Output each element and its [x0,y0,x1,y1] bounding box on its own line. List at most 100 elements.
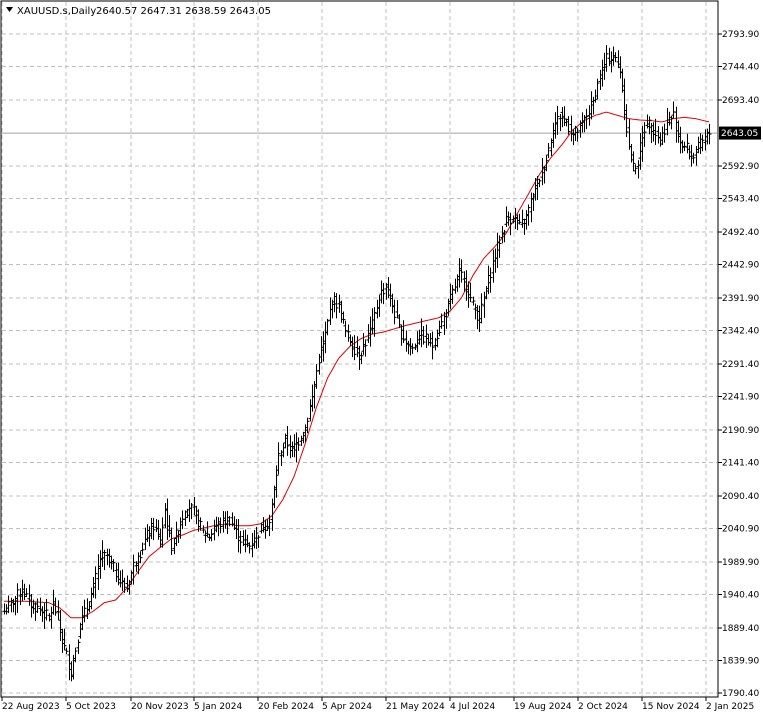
y-tick-label: 2190.90 [722,426,759,436]
ohlc-bar [44,599,49,621]
ohlc-bar [604,45,609,72]
ohlc-bar [247,542,252,554]
ohlc-bar [437,320,442,337]
ohlc-bar [575,128,580,142]
x-tick-label: 4 Jul 2024 [450,702,495,712]
ohlc-bar [93,566,98,599]
ohlc-bar [174,521,179,547]
y-tick-label: 2492.40 [722,228,759,238]
ohlc-bar [198,517,203,531]
ohlc-bar [421,326,426,345]
ohlc-bar [276,442,281,475]
ohlc-bar [76,639,81,655]
ohlc-bar [435,329,440,348]
ohlc-bar [424,324,429,348]
ohlc-bar [613,52,618,63]
ohlc-bar [468,282,473,303]
ohlc-bar [471,296,476,306]
ohlc-bar [359,352,364,364]
ohlc-bar [537,178,542,188]
ohlc-bar [346,324,351,342]
ohlc-bar [502,229,507,243]
ohlc-bar [122,577,127,593]
ohlc-bar [633,164,638,175]
x-tick-label: 19 Aug 2024 [514,702,572,712]
ohlc-bar [401,320,406,343]
ohlc-bar [256,535,261,548]
ohlc-bar [372,307,377,337]
y-tick-label: 2291.40 [722,360,759,370]
y-tick-label: 2141.40 [722,458,759,468]
ohlc-bar [682,141,687,152]
triangle-down-icon[interactable] [6,7,13,12]
ohlc-bar [430,331,435,360]
y-tick-label: 2592.90 [722,162,759,172]
ohlc-bar [517,213,522,225]
symbol-label: XAUUSD.s,Daily [17,6,96,17]
ohlc-bar [479,293,484,324]
ohlc-bar [24,588,29,598]
ohlc-bar [595,78,600,100]
x-tick-label: 2 Jan 2025 [706,702,754,712]
ohlc-bar [274,465,279,498]
ohlc-bar [73,647,78,663]
x-axis: 22 Aug 2023 5 Oct 2023 20 Nov 2023 5 Jan 20… [1,697,754,712]
ohlc-bar [238,530,243,554]
y-tick-label: 2241.90 [722,392,759,402]
ohlc-bar [160,517,165,548]
last-price-label: 2643.05 [721,129,758,139]
x-tick-label: 5 Jan 2024 [194,702,242,712]
x-tick-label: 5 Apr 2024 [322,702,372,712]
ohlc-bar [227,516,232,527]
ohlc-bar [314,364,319,389]
ohlc-bar [685,133,690,154]
ohlc-bar [127,579,132,595]
ohlc-bar [691,152,696,164]
ohlc-bar [35,598,40,613]
ohlc-bar [82,599,87,623]
ohlc-bar [631,151,636,172]
ohlc-bar [624,104,629,138]
x-tick-label: 20 Nov 2023 [131,702,189,712]
ohlc-bar [296,437,301,451]
chart-header: XAUUSD.s,Daily 2640.57 2647.31 2638.59 2… [6,6,271,17]
ohlc-bar [169,527,174,555]
ohlc-bar [352,335,357,361]
ohlc-bar [566,116,571,135]
ohlc-bar [459,259,464,283]
ohlc-bar [111,559,116,573]
ohlc-bar [584,108,589,130]
ohlc-bar [700,134,705,152]
ohlc-bar [497,235,502,258]
ohlc-bar [6,595,11,614]
y-tick-label: 2543.40 [722,195,759,205]
ohlc-readout: 2640.57 2647.31 2638.59 2643.05 [96,6,271,17]
ohlc-bar [341,311,346,324]
ohlc-bar [450,284,455,304]
ohlc-bar [526,204,531,226]
ohlc-bar [131,554,136,585]
y-tick-label: 2793.90 [722,30,759,40]
ohlc-bar [189,502,194,520]
ohlc-bar [325,318,330,336]
ohlc-bar [439,313,444,329]
x-tick-label: 15 Nov 2024 [642,702,700,712]
y-tick-label: 2442.90 [722,261,759,271]
ohlc-bar [508,212,513,236]
ohlc-bar [653,118,658,145]
ohlc-bar [15,583,20,613]
ohlc-bar [488,267,493,293]
x-tick-label: 21 May 2024 [386,702,445,712]
ohlc-bars [2,45,712,682]
ohlc-bar [544,155,549,172]
ohlc-bar [642,122,647,147]
x-tick-label: 22 Aug 2023 [2,702,60,712]
ohlc-bar [285,425,290,456]
ohlc-bar [392,299,397,325]
ohlc-bar [363,339,368,357]
y-tick-label: 2391.90 [722,294,759,304]
y-tick-label: 2693.40 [722,96,759,106]
y-tick-label: 1790.40 [722,689,759,699]
ohlc-bar [573,125,578,141]
